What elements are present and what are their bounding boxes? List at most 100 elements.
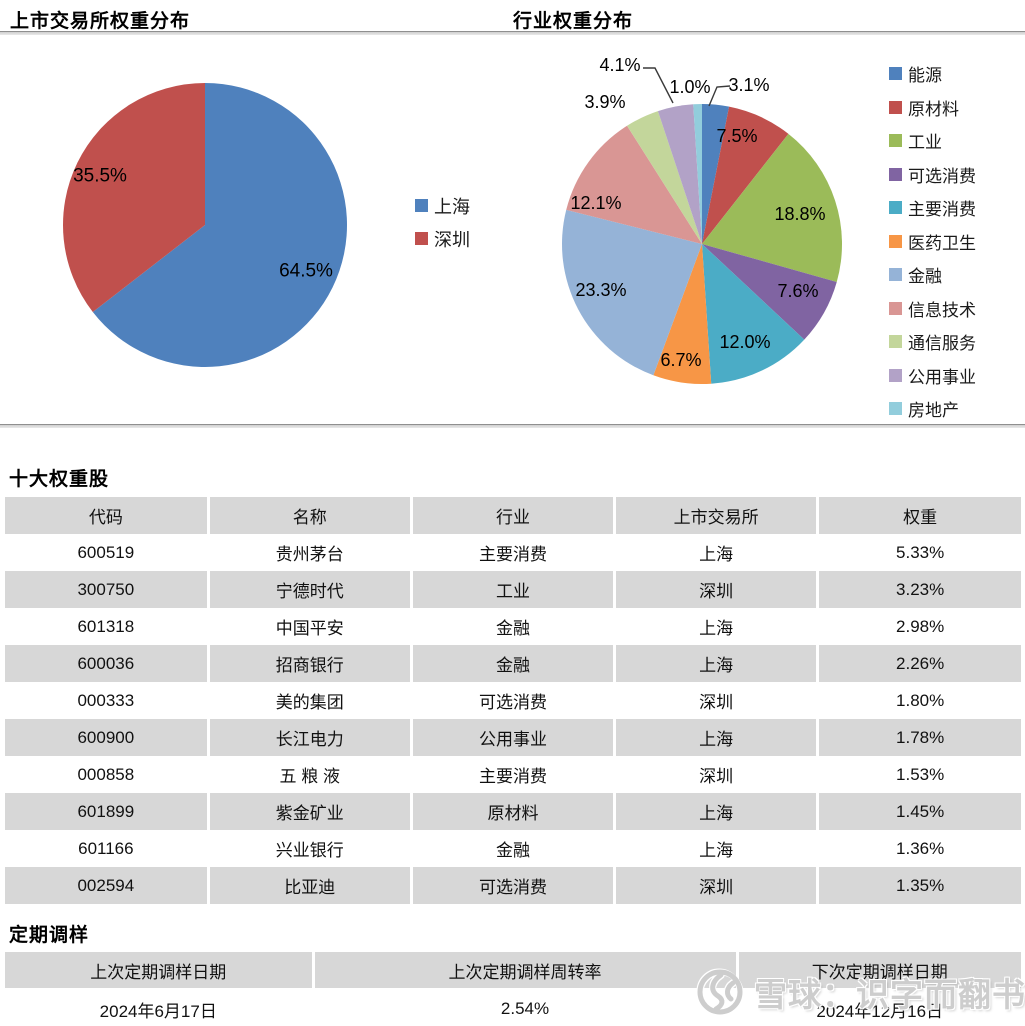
holdings-row: 000333 美的集团 可选消费 深圳 1.80% — [5, 682, 1021, 719]
holdings-row: 601899 紫金矿业 原材料 上海 1.45% — [5, 793, 1021, 830]
holdings-row: 600519 贵州茅台 主要消费 上海 5.33% — [5, 534, 1021, 571]
rebalance-header-cell: 上次定期调样周转率 — [311, 952, 737, 988]
rebalance-cell: 2.54% — [311, 988, 737, 1026]
legend-label: 公用事业 — [908, 367, 976, 387]
legend-swatch-icon — [889, 67, 902, 81]
legend-swatch-icon — [889, 301, 902, 315]
rebalance-table-head: 上次定期调样日期 上次定期调样周转率 下次定期调样日期 — [5, 952, 1021, 988]
legend-item: 能源 — [889, 57, 976, 91]
rebalance-section-title: 定期调样 — [9, 925, 90, 946]
holdings-cell: 宁德时代 — [206, 571, 412, 608]
holdings-cell: 上海 — [613, 608, 818, 645]
pie-slice — [63, 83, 205, 313]
legend-item: 原材料 — [889, 91, 976, 125]
legend-item: 房地产 — [889, 392, 976, 426]
legend-swatch-icon — [889, 234, 902, 248]
holdings-cell: 601166 — [5, 830, 209, 867]
pie-data-label: 23.3% — [575, 280, 626, 300]
label-leader-line — [708, 85, 731, 107]
holdings-cell: 2.98% — [816, 608, 1021, 645]
legend-item: 通信服务 — [889, 325, 976, 359]
holdings-cell: 1.80% — [816, 682, 1021, 719]
holdings-header-cell: 代码 — [5, 497, 209, 534]
holdings-cell: 上海 — [613, 534, 818, 571]
rebalance-header-row: 上次定期调样日期 上次定期调样周转率 下次定期调样日期 — [5, 952, 1021, 988]
legend-swatch-icon — [415, 232, 428, 245]
legend-item: 工业 — [889, 124, 976, 158]
rebalance-cell: 2024年12月16日 — [735, 988, 1021, 1026]
legend-item: 深圳 — [415, 222, 470, 255]
pie-data-label: 6.7% — [660, 350, 701, 370]
holdings-row: 600900 长江电力 公用事业 上海 1.78% — [5, 719, 1021, 756]
rebalance-header-cell: 上次定期调样日期 — [5, 952, 313, 988]
legend-item: 金融 — [889, 258, 976, 292]
legend-label: 主要消费 — [908, 200, 976, 220]
holdings-cell: 主要消费 — [409, 534, 615, 571]
legend-swatch-icon — [889, 402, 902, 416]
holdings-cell: 兴业银行 — [206, 830, 412, 867]
pie-slice — [627, 111, 702, 244]
legend-label: 金融 — [908, 267, 942, 287]
legend-swatch-icon — [889, 368, 902, 382]
legend-item: 信息技术 — [889, 292, 976, 326]
rebalance-table: 上次定期调样日期 上次定期调样周转率 下次定期调样日期 2024年6月17日 2.54… — [5, 952, 1021, 1026]
pie-data-label: 3.9% — [584, 92, 625, 112]
holdings-cell: 金融 — [409, 608, 615, 645]
pie-slice — [653, 244, 712, 385]
holdings-cell: 1.36% — [816, 830, 1021, 867]
watermark-text: 雪球：识字而翻书 — [754, 976, 1025, 1013]
exchange-chart-title: 上市交易所权重分布 — [10, 11, 191, 32]
holdings-cell: 深圳 — [613, 867, 818, 904]
pie-slice — [702, 106, 789, 244]
pie-slice — [702, 104, 730, 244]
holdings-cell: 上海 — [613, 645, 818, 682]
holdings-cell: 紫金矿业 — [206, 793, 412, 830]
pie-slice — [702, 244, 805, 384]
holdings-cell: 长江电力 — [206, 719, 412, 756]
pie-charts-canvas: 64.5% 35.5% 3.1% 7.5% 18.8% 7.6% 12.0% 6.7% 23.3… — [63, 55, 842, 385]
holdings-row: 000858 五 粮 液主要消费 深圳 1.53% — [5, 756, 1021, 793]
holdings-cell: 1.45% — [816, 793, 1021, 830]
legend-swatch-icon — [889, 268, 902, 282]
holdings-cell: 上海 — [613, 830, 818, 867]
pie-slice — [702, 133, 842, 282]
legend-item: 上海 — [415, 189, 470, 222]
legend-label: 上海 — [434, 196, 470, 217]
legend-item: 可选消费 — [889, 158, 976, 192]
holdings-cell: 可选消费 — [409, 867, 615, 904]
holdings-cell: 000333 — [5, 682, 209, 719]
holdings-cell: 000858 — [5, 756, 209, 793]
holdings-cell: 3.23% — [816, 571, 1021, 608]
legend-label: 原材料 — [908, 99, 959, 119]
legend-label: 深圳 — [434, 229, 470, 250]
holdings-cell: 600900 — [5, 719, 209, 756]
pie-slice — [92, 83, 348, 367]
holdings-row: 600036 招商银行 金融 上海 2.26% — [5, 645, 1021, 682]
holdings-cell: 可选消费 — [409, 682, 615, 719]
holdings-cell: 深圳 — [613, 682, 818, 719]
legend-label: 房地产 — [908, 401, 959, 421]
holdings-cell: 公用事业 — [409, 719, 615, 756]
section-divider-line — [0, 424, 1025, 428]
holdings-table-head: 代码 名称 行业 上市交易所 权重 — [5, 497, 1021, 534]
holdings-row: 002594 比亚迪 可选消费 深圳 1.35% — [5, 867, 1021, 904]
rebalance-cell: 2024年6月17日 — [5, 988, 313, 1026]
holdings-table: 代码 名称 行业 上市交易所 权重 600519 贵州茅台 主要消费 上海 5.33% 30075… — [5, 497, 1021, 904]
pie-data-label: 18.8% — [774, 204, 825, 224]
holdings-cell: 招商银行 — [206, 645, 412, 682]
holdings-section-title: 十大权重股 — [9, 469, 110, 490]
holdings-cell: 601899 — [5, 793, 209, 830]
holdings-cell: 1.78% — [816, 719, 1021, 756]
holdings-cell: 002594 — [5, 867, 209, 904]
legend-swatch-icon — [889, 201, 902, 215]
holdings-cell: 深圳 — [613, 571, 818, 608]
holdings-cell: 比亚迪 — [206, 867, 412, 904]
pie-data-label: 4.1% — [599, 55, 640, 75]
holdings-cell: 2.26% — [816, 645, 1021, 682]
holdings-header-cell: 权重 — [816, 497, 1021, 534]
holdings-cell: 深圳 — [613, 756, 818, 793]
holdings-cell: 金融 — [409, 645, 615, 682]
watermark: 雪球：识字而翻书 — [694, 966, 1025, 1018]
holdings-cell: 1.53% — [816, 756, 1021, 793]
